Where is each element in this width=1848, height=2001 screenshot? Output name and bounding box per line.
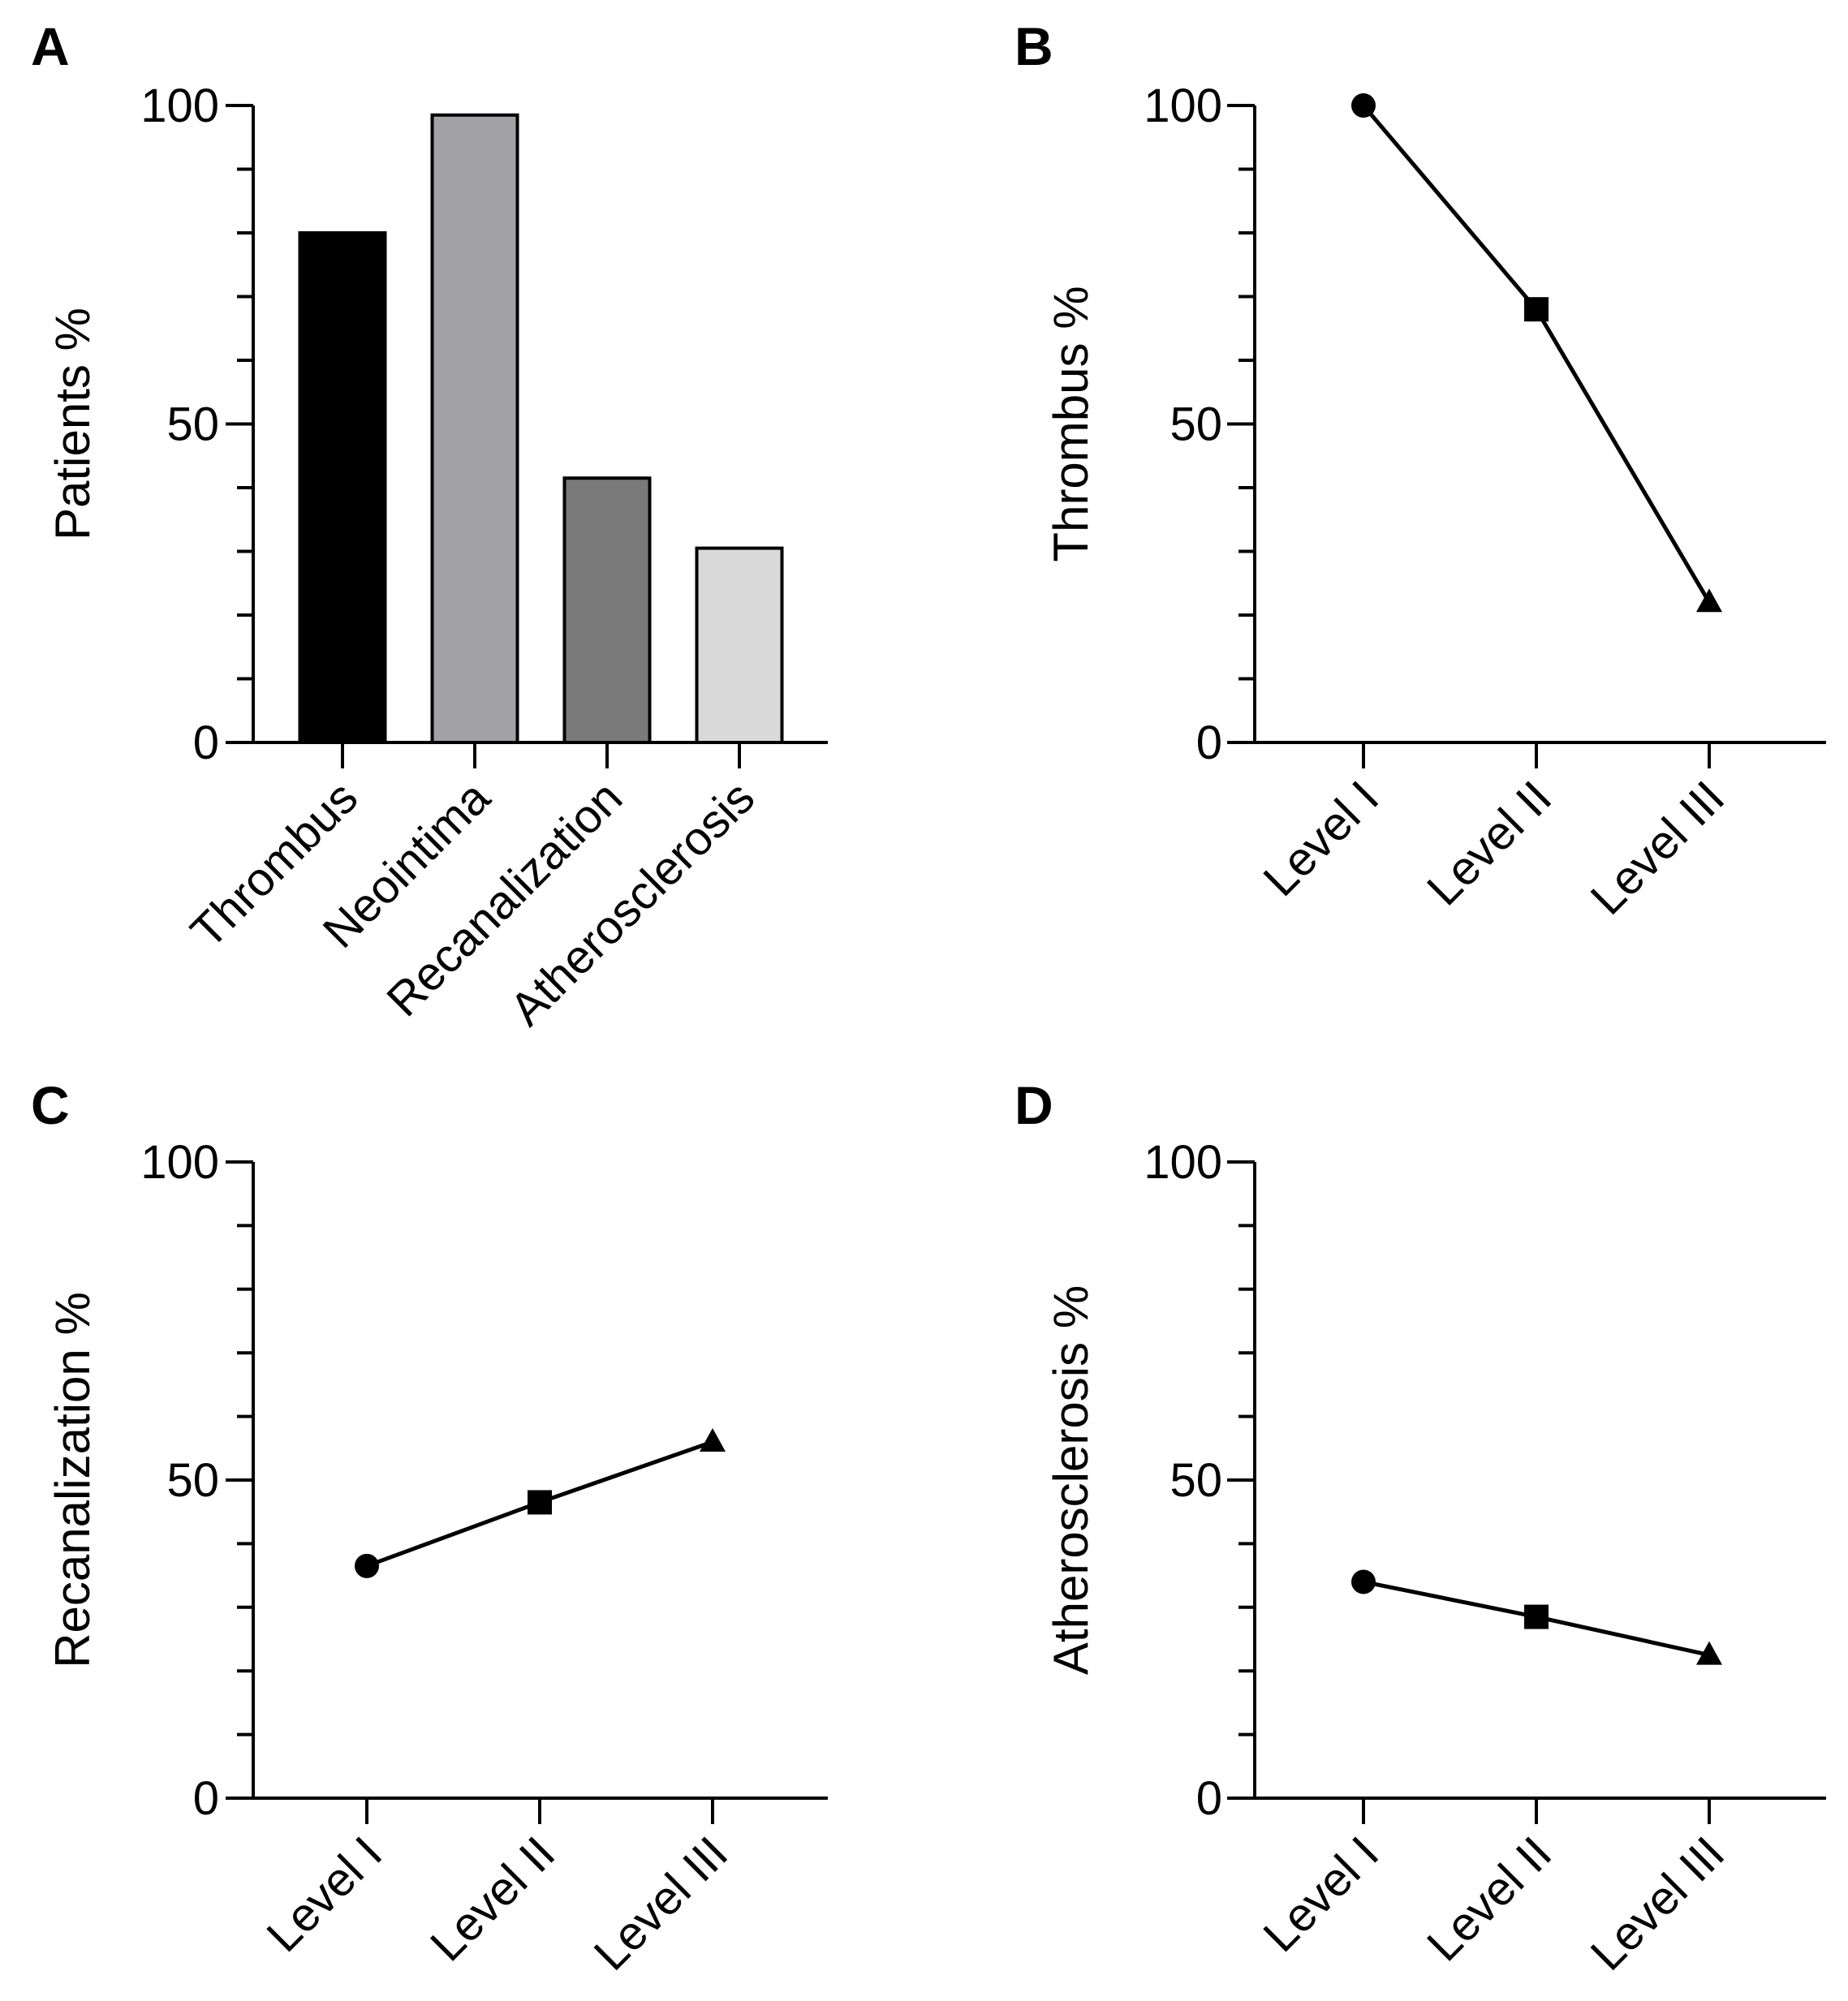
y-tick-label: 0 (1196, 1772, 1222, 1825)
x-tick-label: Level III (584, 1827, 739, 1981)
x-tick-label: Atherosclerosis (500, 771, 765, 1035)
marker-square (1524, 1604, 1549, 1629)
series-line (1362, 104, 1712, 604)
panel-c: C 0 50 100 Recanalization % Level I Level II Le… (31, 1075, 828, 1981)
y-tick-label: 50 (166, 1454, 219, 1507)
y-tick-label: 0 (1196, 716, 1222, 769)
panel-letter: B (1014, 16, 1053, 76)
y-axis-title: Thrombus % (1044, 286, 1098, 562)
panel-letter: D (1014, 1075, 1053, 1135)
marker-circle (355, 1553, 379, 1578)
marker-square (1524, 297, 1549, 322)
bar-thrombus (298, 231, 387, 744)
x-tick-label: Level II (1417, 771, 1562, 915)
bar-atherosclerosis (695, 546, 784, 745)
y-axis-title: Recanalization % (45, 1292, 100, 1668)
panel-b: B 0 50 100 Thrombus % Level I Level II Level II… (1014, 16, 1826, 925)
x-tick-label: Level II (420, 1827, 565, 1971)
y-tick-label: 100 (1144, 80, 1222, 132)
x-tick-label: Recanalization (377, 771, 632, 1026)
bar-neointima (430, 113, 519, 744)
marker-circle (1351, 93, 1376, 118)
y-tick-label: 50 (1170, 1454, 1222, 1507)
panel-letter: A (31, 16, 70, 76)
x-tick-label: Level I (1253, 1827, 1389, 1962)
y-tick-label: 0 (193, 1772, 219, 1825)
x-tick-label: Level I (1253, 771, 1389, 906)
y-tick-label: 100 (1144, 1136, 1222, 1189)
y-tick-label: 100 (140, 80, 219, 132)
y-tick-label: 100 (140, 1136, 219, 1189)
marker-triangle (1696, 588, 1722, 613)
x-tick-label: Level I (256, 1827, 392, 1962)
x-tick-label: Level II (1417, 1827, 1562, 1971)
panel-letter: C (31, 1075, 70, 1135)
y-axis-title: Atherosclerosis % (1044, 1285, 1098, 1675)
x-tick-label: Level III (1581, 771, 1735, 925)
marker-triangle (1696, 1641, 1722, 1665)
y-axis-title: Patients % (45, 308, 100, 540)
bar-recanalization (562, 476, 652, 744)
y-tick-label: 50 (1170, 398, 1222, 451)
marker-triangle (700, 1427, 726, 1452)
marker-circle (1351, 1569, 1376, 1594)
panel-d: D 0 50 100 Atherosclerosis % Level I Level II L… (1014, 1075, 1826, 1981)
y-tick-label: 0 (193, 716, 219, 769)
marker-square (528, 1490, 552, 1515)
y-tick-label: 50 (166, 398, 219, 451)
x-tick-label: Level III (1581, 1827, 1735, 1981)
